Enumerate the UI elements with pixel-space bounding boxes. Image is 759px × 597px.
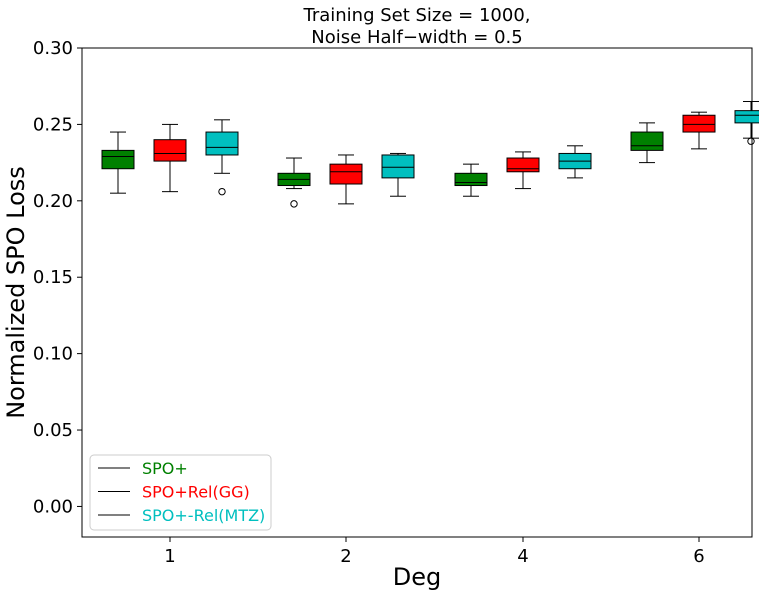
y-tick-label: 0.20 (33, 191, 73, 212)
y-axis-label: Normalized SPO Loss (2, 166, 30, 419)
legend-label: SPO+Rel(GG) (142, 483, 250, 502)
chart-title-line: Training Set Size = 1000, (302, 5, 530, 26)
y-tick-label: 0.00 (33, 496, 73, 517)
y-tick-label: 0.25 (33, 114, 73, 135)
y-tick-label: 0.05 (33, 420, 73, 441)
plot-frame (81, 47, 753, 538)
box-0-2 (454, 163, 488, 197)
x-axis-label: Deg (393, 563, 441, 591)
chart-title-line: Noise Half−width = 0.5 (311, 27, 522, 48)
box-body (630, 131, 664, 151)
legend-box (89, 454, 272, 531)
outlier-point (290, 200, 298, 208)
box-body (682, 114, 716, 133)
box-body (734, 110, 759, 124)
legend-label: SPO+ (142, 459, 188, 478)
box-2-1 (381, 152, 415, 197)
box-1-0 (153, 123, 187, 193)
box-body (329, 163, 363, 185)
box-body (454, 172, 488, 187)
box-2-3 (734, 100, 759, 145)
legend-label: SPO+-Rel(MTZ) (142, 506, 265, 525)
box-1-1 (329, 154, 363, 205)
y-tick-label: 0.15 (33, 267, 73, 288)
box-body (381, 154, 415, 179)
y-tick-label: 0.10 (33, 344, 73, 365)
x-tick-label: 6 (693, 546, 704, 567)
box-body (506, 157, 540, 173)
box-0-3 (630, 122, 664, 164)
outlier-point (218, 187, 226, 196)
box-body (205, 131, 239, 156)
legend: SPO+ SPO+Rel(GG) SPO+-Rel(MTZ) (89, 454, 272, 531)
box-body (153, 139, 187, 162)
box-1-2 (506, 151, 540, 190)
box-2-2 (558, 145, 592, 179)
box-body (101, 149, 135, 170)
box-0-1 (277, 157, 311, 208)
chart-title: Training Set Size = 1000,Noise Half−widt… (302, 5, 530, 48)
box-series (101, 100, 759, 208)
y-tick-label: 0.30 (33, 38, 73, 59)
box-2-0 (205, 119, 239, 196)
box-0-0 (101, 131, 135, 194)
outlier-point (747, 137, 755, 145)
x-axis: 1 2 4 6 (164, 537, 705, 567)
y-axis: 0.00 0.05 0.10 0.15 0.20 0.25 0.30 (33, 38, 82, 517)
x-tick-label: 2 (340, 546, 351, 567)
box-1-3 (682, 111, 716, 150)
x-tick-label: 4 (517, 546, 528, 567)
x-tick-label: 1 (164, 546, 175, 567)
